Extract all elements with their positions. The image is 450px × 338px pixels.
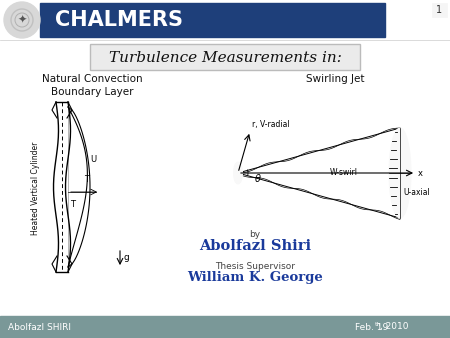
Text: Heated Vertical Cylinder: Heated Vertical Cylinder [32, 141, 40, 235]
Text: T: T [70, 200, 75, 209]
Text: g: g [124, 254, 130, 263]
Text: r, V-radial: r, V-radial [252, 120, 290, 129]
Text: θ: θ [255, 174, 261, 184]
Text: Abolfazl Shiri: Abolfazl Shiri [199, 239, 311, 253]
Text: U: U [90, 155, 96, 165]
Text: Swirling Jet: Swirling Jet [306, 74, 364, 84]
Text: U-axial: U-axial [403, 188, 430, 197]
Circle shape [4, 2, 40, 38]
Text: th: th [375, 321, 382, 327]
Text: Feb. 19: Feb. 19 [355, 322, 388, 332]
Bar [432, 3, 447, 17]
Text: 1: 1 [436, 5, 442, 15]
Text: Natural Convection
Boundary Layer: Natural Convection Boundary Layer [42, 74, 142, 97]
Text: , 2010: , 2010 [380, 322, 409, 332]
Bar [0, 0, 450, 40]
Bar [0, 316, 450, 338]
Text: by: by [249, 230, 261, 239]
FancyBboxPatch shape [90, 44, 360, 70]
Ellipse shape [389, 128, 411, 218]
Text: x: x [418, 169, 423, 178]
Text: W-swirl: W-swirl [330, 168, 358, 177]
Text: CHALMERS: CHALMERS [55, 10, 183, 30]
Bar [40, 3, 385, 37]
Ellipse shape [234, 162, 243, 184]
Text: Turbulence Measurements in:: Turbulence Measurements in: [108, 51, 342, 65]
Text: Abolfazl SHIRI: Abolfazl SHIRI [8, 322, 71, 332]
Text: ✦: ✦ [17, 15, 27, 25]
Text: Thesis Supervisor: Thesis Supervisor [215, 262, 295, 271]
Text: William K. George: William K. George [187, 271, 323, 284]
Text: T: T [84, 175, 89, 185]
